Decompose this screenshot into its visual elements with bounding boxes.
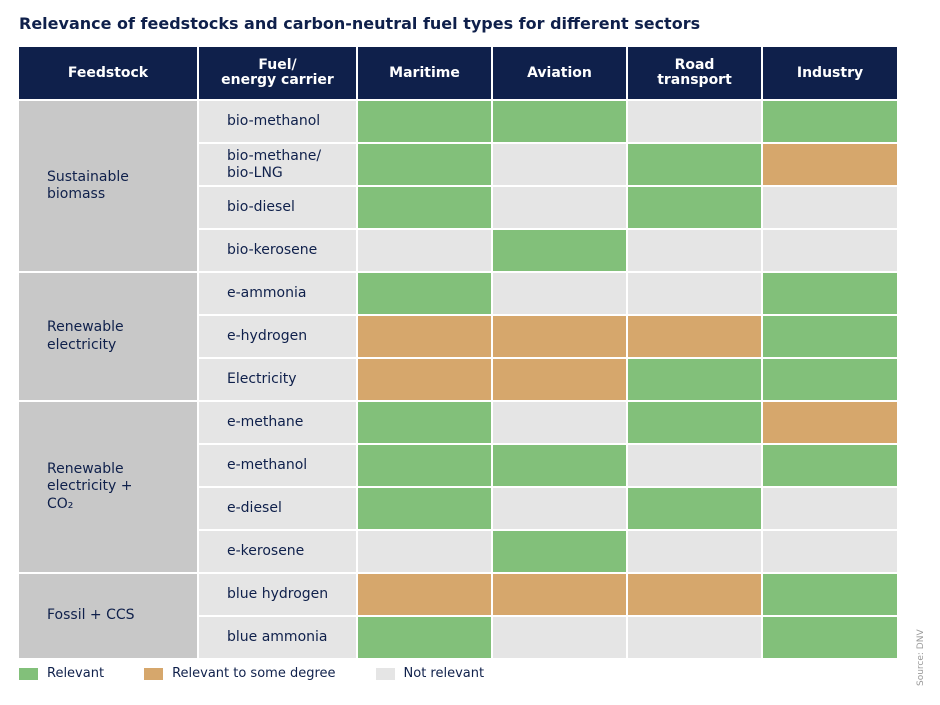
legend-label-partial: Relevant to some degree bbox=[172, 666, 336, 681]
feedstock-label: Fossil + CCS bbox=[19, 574, 197, 658]
column-header-aviation: Aviation bbox=[493, 47, 626, 99]
matrix-cell-aviation-relevant bbox=[493, 101, 626, 142]
matrix-cell-maritime-relevant bbox=[358, 402, 491, 443]
fuel-label: e-ammonia bbox=[199, 273, 356, 314]
matrix-cell-industry-relevant bbox=[763, 574, 897, 615]
feedstock-label: Renewable electricity bbox=[19, 273, 197, 400]
matrix-cell-maritime-not-relevant bbox=[358, 531, 491, 572]
matrix-cell-road-transport-relevant bbox=[628, 488, 761, 529]
matrix-cell-aviation-relevant bbox=[493, 230, 626, 271]
legend-label-relevant: Relevant bbox=[47, 666, 105, 681]
matrix-cell-maritime-relevant bbox=[358, 144, 491, 185]
matrix-cell-aviation-not-relevant bbox=[493, 273, 626, 314]
fuel-label: bio-diesel bbox=[199, 187, 356, 228]
column-header-industry: Industry bbox=[763, 47, 897, 99]
matrix-cell-road-transport-relevant bbox=[628, 359, 761, 400]
column-header-road-transport: Road transport bbox=[628, 47, 761, 99]
matrix-cell-maritime-relevant bbox=[358, 273, 491, 314]
matrix-cell-aviation-partial bbox=[493, 574, 626, 615]
matrix-cell-road-transport-not-relevant bbox=[628, 101, 761, 142]
fuel-label: bio-methane/ bio-LNG bbox=[199, 144, 356, 185]
matrix-cell-industry-relevant bbox=[763, 101, 897, 142]
matrix-cell-maritime-relevant bbox=[358, 187, 491, 228]
fuel-label: e-methane bbox=[199, 402, 356, 443]
fuel-label: bio-kerosene bbox=[199, 230, 356, 271]
chart-title: Relevance of feedstocks and carbon-neutr… bbox=[19, 14, 701, 33]
column-header-feedstock: Feedstock bbox=[19, 47, 197, 99]
matrix-cell-industry-not-relevant bbox=[763, 187, 897, 228]
legend: Relevant Relevant to some degree Not rel… bbox=[19, 666, 524, 681]
matrix-cell-aviation-partial bbox=[493, 316, 626, 357]
legend-swatch-partial bbox=[144, 667, 164, 680]
matrix-cell-aviation-relevant bbox=[493, 531, 626, 572]
matrix-cell-industry-relevant bbox=[763, 273, 897, 314]
matrix-cell-industry-partial bbox=[763, 402, 897, 443]
fuel-label: bio-methanol bbox=[199, 101, 356, 142]
legend-item-not-relevant: Not relevant bbox=[375, 666, 485, 681]
legend-label-not-relevant: Not relevant bbox=[403, 666, 485, 681]
fuel-label: blue ammonia bbox=[199, 617, 356, 658]
matrix-cell-aviation-partial bbox=[493, 359, 626, 400]
matrix-cell-road-transport-not-relevant bbox=[628, 531, 761, 572]
matrix-cell-road-transport-not-relevant bbox=[628, 617, 761, 658]
source-note: Source: DNV bbox=[916, 629, 926, 686]
matrix-cell-road-transport-relevant bbox=[628, 144, 761, 185]
matrix-cell-maritime-partial bbox=[358, 359, 491, 400]
relevance-matrix: Feedstock Fuel/ energy carrier Maritime Avi… bbox=[19, 47, 897, 658]
matrix-cell-industry-relevant bbox=[763, 445, 897, 486]
matrix-cell-aviation-not-relevant bbox=[493, 488, 626, 529]
matrix-cell-maritime-not-relevant bbox=[358, 230, 491, 271]
matrix-cell-aviation-not-relevant bbox=[493, 617, 626, 658]
legend-swatch-relevant bbox=[19, 667, 38, 680]
fuel-label: e-diesel bbox=[199, 488, 356, 529]
fuel-label: e-methanol bbox=[199, 445, 356, 486]
matrix-cell-aviation-not-relevant bbox=[493, 144, 626, 185]
matrix-cell-maritime-relevant bbox=[358, 617, 491, 658]
matrix-cell-road-transport-not-relevant bbox=[628, 230, 761, 271]
matrix-cell-road-transport-partial bbox=[628, 574, 761, 615]
matrix-cell-maritime-partial bbox=[358, 574, 491, 615]
matrix-cell-road-transport-relevant bbox=[628, 402, 761, 443]
matrix-cell-maritime-partial bbox=[358, 316, 491, 357]
matrix-cell-industry-relevant bbox=[763, 316, 897, 357]
matrix-cell-maritime-relevant bbox=[358, 445, 491, 486]
legend-item-partial: Relevant to some degree bbox=[144, 666, 336, 681]
column-header-maritime: Maritime bbox=[358, 47, 491, 99]
matrix-cell-maritime-relevant bbox=[358, 101, 491, 142]
matrix-cell-road-transport-relevant bbox=[628, 187, 761, 228]
legend-swatch-not-relevant bbox=[375, 667, 395, 680]
legend-item-relevant: Relevant bbox=[19, 666, 104, 681]
matrix-cell-industry-relevant bbox=[763, 617, 897, 658]
matrix-cell-road-transport-partial bbox=[628, 316, 761, 357]
matrix-cell-industry-not-relevant bbox=[763, 230, 897, 271]
matrix-cell-aviation-not-relevant bbox=[493, 402, 626, 443]
fuel-label: e-hydrogen bbox=[199, 316, 356, 357]
matrix-cell-industry-not-relevant bbox=[763, 531, 897, 572]
feedstock-label: Sustainable biomass bbox=[19, 101, 197, 271]
column-header-fuel-energy-carrier: Fuel/ energy carrier bbox=[199, 47, 356, 99]
matrix-cell-aviation-not-relevant bbox=[493, 187, 626, 228]
matrix-cell-industry-partial bbox=[763, 144, 897, 185]
matrix-cell-road-transport-not-relevant bbox=[628, 445, 761, 486]
fuel-label: blue hydrogen bbox=[199, 574, 356, 615]
matrix-cell-road-transport-not-relevant bbox=[628, 273, 761, 314]
feedstock-label: Renewable electricity + CO₂ bbox=[19, 402, 197, 572]
fuel-label: Electricity bbox=[199, 359, 356, 400]
matrix-cell-industry-relevant bbox=[763, 359, 897, 400]
matrix-cell-industry-not-relevant bbox=[763, 488, 897, 529]
matrix-cell-aviation-relevant bbox=[493, 445, 626, 486]
matrix-cell-maritime-relevant bbox=[358, 488, 491, 529]
fuel-label: e-kerosene bbox=[199, 531, 356, 572]
